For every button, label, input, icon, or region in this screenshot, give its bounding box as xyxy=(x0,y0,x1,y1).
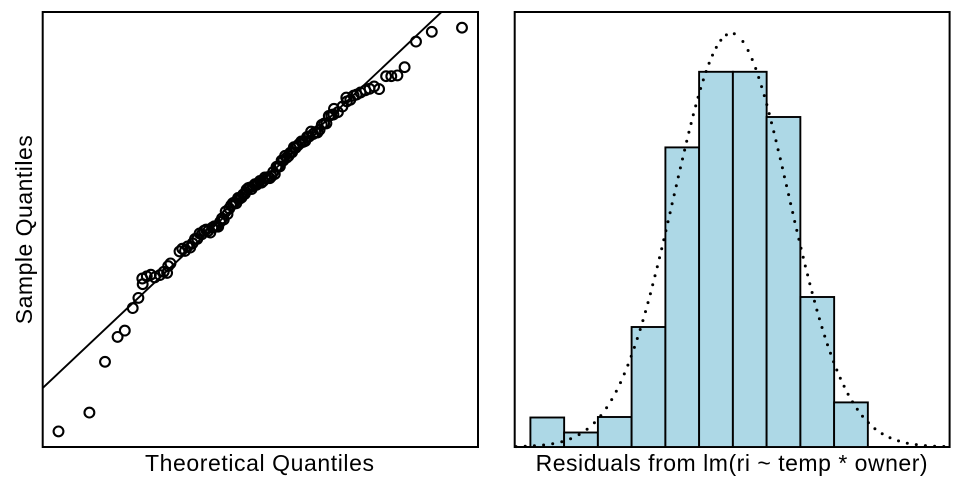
svg-text:Theoretical Quantiles: Theoretical Quantiles xyxy=(145,450,374,476)
svg-text:Sample Quantiles: Sample Quantiles xyxy=(11,135,37,324)
svg-text:Residuals from lm(ri ~ temp *: Residuals from lm(ri ~ temp * owner) xyxy=(536,450,928,476)
